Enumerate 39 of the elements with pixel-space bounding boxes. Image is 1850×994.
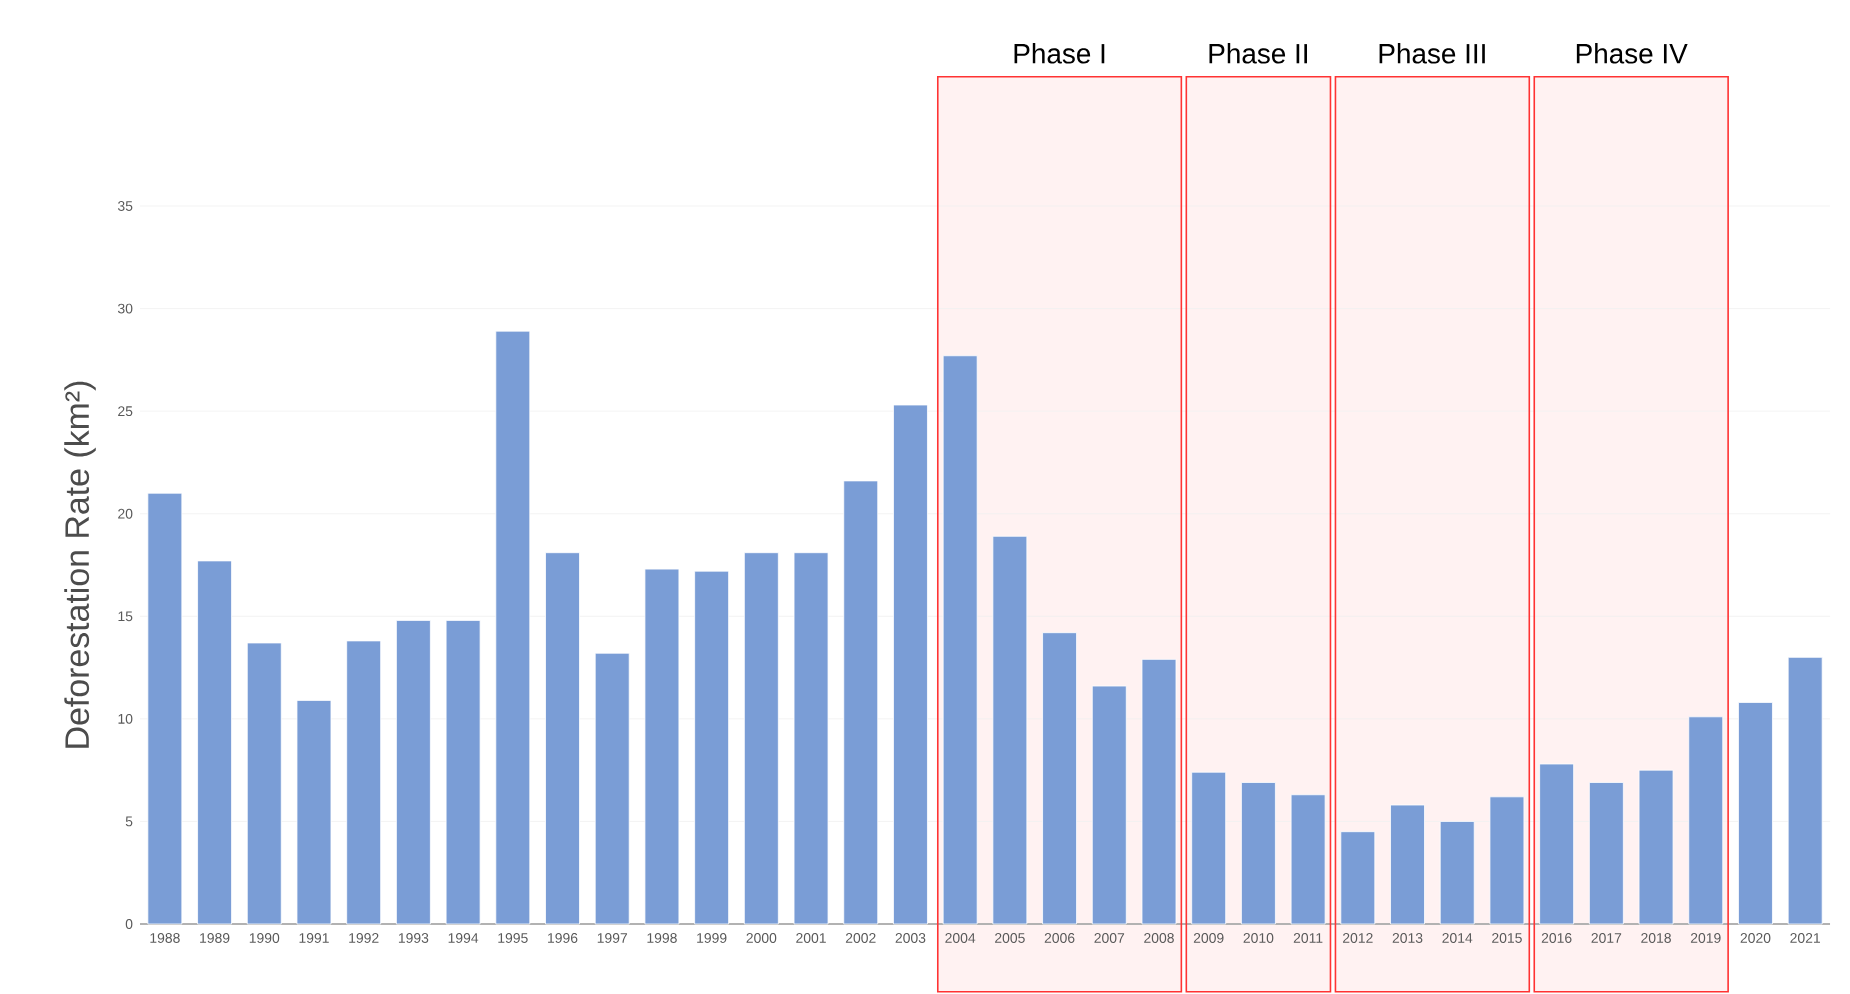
bar xyxy=(1787,656,1823,925)
bar xyxy=(992,535,1028,925)
bar xyxy=(1290,794,1326,925)
bar xyxy=(1042,632,1077,925)
bar xyxy=(545,552,580,925)
bar xyxy=(346,640,382,925)
bar xyxy=(445,619,481,925)
bar xyxy=(942,355,978,925)
bar xyxy=(495,330,531,925)
band-label: Phase II xyxy=(1209,43,1307,64)
bar xyxy=(1191,771,1227,925)
bar xyxy=(644,568,680,925)
bar xyxy=(1688,716,1724,925)
bar xyxy=(1390,804,1425,925)
bar xyxy=(197,560,232,925)
bar xyxy=(594,652,630,925)
bar xyxy=(1439,821,1475,925)
bar xyxy=(296,699,332,925)
band-label: Phase III xyxy=(1379,43,1485,64)
band-label: Phase IV xyxy=(1576,43,1688,64)
bar xyxy=(1091,685,1127,925)
bar xyxy=(1738,702,1773,925)
band-label: Phase I xyxy=(1014,43,1105,64)
bar xyxy=(743,552,779,925)
bar xyxy=(893,404,928,925)
bar xyxy=(1141,658,1177,925)
bar xyxy=(147,492,183,925)
bar xyxy=(1340,831,1376,925)
bar xyxy=(246,642,282,925)
bar xyxy=(694,570,730,925)
bar xyxy=(1588,782,1624,925)
bar xyxy=(793,552,829,925)
bar xyxy=(843,480,879,925)
bar xyxy=(395,619,431,925)
bar xyxy=(1638,769,1674,925)
bar xyxy=(1241,782,1276,925)
bar xyxy=(1539,763,1575,925)
bar xyxy=(1489,796,1525,925)
y-axis-title: Deforestation Rate (km²) xyxy=(64,381,96,748)
